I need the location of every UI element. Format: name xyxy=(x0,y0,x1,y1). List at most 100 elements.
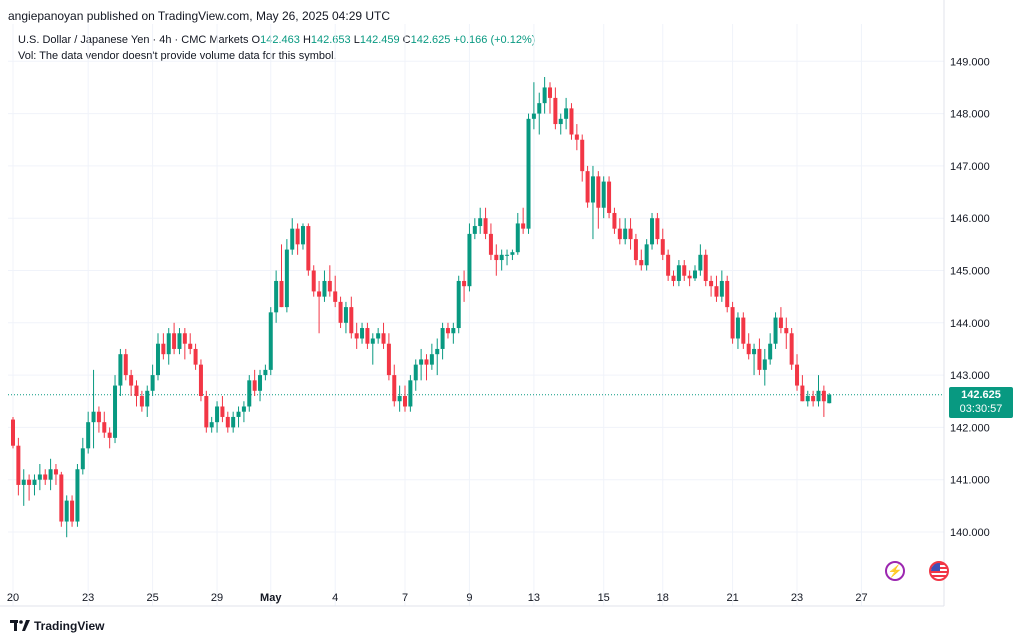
candle-body xyxy=(48,469,53,480)
candle-body xyxy=(145,390,150,407)
candle-body xyxy=(300,226,305,245)
candle-body xyxy=(118,354,123,386)
candle-body xyxy=(784,328,789,334)
change-value: +0.166 (+0.12%) xyxy=(453,34,536,46)
x-tick-label: 9 xyxy=(466,592,472,604)
candle-body xyxy=(311,270,316,292)
candle-body xyxy=(263,369,268,376)
y-tick-label: 146.000 xyxy=(950,213,990,225)
candle-body xyxy=(730,307,735,339)
candle-body xyxy=(279,280,284,308)
x-tick-label: 7 xyxy=(402,592,408,604)
candle-body xyxy=(284,249,289,308)
candle-body xyxy=(617,228,622,240)
candle-body xyxy=(768,343,773,360)
candle-body xyxy=(698,254,703,271)
candle-body xyxy=(590,176,595,203)
publisher-line: angiepanoyan published on TradingView.co… xyxy=(8,9,391,23)
candle-body xyxy=(789,333,794,365)
candle-body xyxy=(129,375,134,386)
x-tick-label: 27 xyxy=(855,592,867,604)
candle-body xyxy=(215,406,220,423)
candle-body xyxy=(553,97,558,125)
candle-body xyxy=(64,500,69,522)
candle-body xyxy=(478,218,483,227)
candle-body xyxy=(91,411,96,423)
volume-note: Vol: The data vendor doesn't provide vol… xyxy=(18,50,337,62)
candle-body xyxy=(515,223,520,253)
x-tick-label: May xyxy=(260,592,282,604)
candle-body xyxy=(451,328,456,334)
candle-body xyxy=(241,406,246,412)
candle-body xyxy=(188,343,193,349)
high-value: 142.653 xyxy=(310,34,351,46)
candle-body xyxy=(403,396,408,407)
candle-body xyxy=(623,228,628,240)
candle-body xyxy=(86,422,91,449)
candle-body xyxy=(655,218,660,240)
candle-body xyxy=(343,307,348,323)
candle-body xyxy=(21,479,26,485)
candle-body xyxy=(16,445,21,485)
footer-brand: TradingView xyxy=(10,619,104,633)
candle-body xyxy=(827,394,832,404)
y-tick-label: 147.000 xyxy=(950,161,990,173)
candle-body xyxy=(816,390,821,402)
candle-body xyxy=(333,291,338,302)
high-label: H xyxy=(302,34,311,46)
open-label: O xyxy=(251,34,261,46)
candle-body xyxy=(456,280,461,329)
y-tick-label: 148.000 xyxy=(950,109,990,121)
x-tick-label: 18 xyxy=(657,592,669,604)
candle-body xyxy=(75,469,80,522)
candle-body xyxy=(488,233,493,255)
candle-body xyxy=(123,354,128,376)
candle-body xyxy=(408,380,413,407)
y-tick-label: 149.000 xyxy=(950,56,990,68)
x-tick-label: 20 xyxy=(7,592,19,604)
candle-body xyxy=(526,118,531,229)
candle-body xyxy=(607,181,612,213)
candle-body xyxy=(354,333,359,339)
candle-body xyxy=(725,280,730,308)
candle-body xyxy=(735,317,740,339)
candle-body xyxy=(258,375,263,391)
open-value: 142.463 xyxy=(260,34,300,46)
candle-body xyxy=(43,474,48,480)
candle-body xyxy=(327,280,332,292)
candle-body xyxy=(510,252,515,255)
candle-body xyxy=(521,223,526,229)
candle-body xyxy=(805,396,810,402)
candle-body xyxy=(676,265,681,281)
candle-body xyxy=(483,218,488,234)
close-value: 142.625 xyxy=(410,34,451,46)
candle-body xyxy=(397,396,402,402)
candle-body xyxy=(752,348,757,355)
candle-body xyxy=(472,226,477,234)
candle-body xyxy=(236,411,241,417)
candle-body xyxy=(445,328,450,334)
us-flag-icon[interactable] xyxy=(929,561,949,581)
candle-body xyxy=(682,265,687,276)
candle-body xyxy=(639,260,644,266)
candle-body xyxy=(139,396,144,407)
last-price: 142.625 xyxy=(961,389,1001,401)
candle-body xyxy=(548,87,552,98)
candle-body xyxy=(27,479,32,485)
candle-body xyxy=(746,343,751,355)
candle-body xyxy=(386,343,391,376)
candle-body xyxy=(660,239,665,255)
candle-body xyxy=(601,181,606,208)
candle-body xyxy=(644,244,649,266)
candle-body xyxy=(70,500,75,522)
candle-body xyxy=(778,317,783,329)
lightning-icon[interactable]: ⚡ xyxy=(885,561,905,581)
candle-body xyxy=(709,280,714,287)
candle-body xyxy=(795,364,800,386)
candle-body xyxy=(429,354,434,365)
candle-body xyxy=(161,343,166,355)
y-tick-label: 142.000 xyxy=(950,422,990,434)
symbol-title: U.S. Dollar / Japanese Yen · 4h · CMC Ma… xyxy=(18,34,249,46)
candle-body xyxy=(381,333,386,344)
